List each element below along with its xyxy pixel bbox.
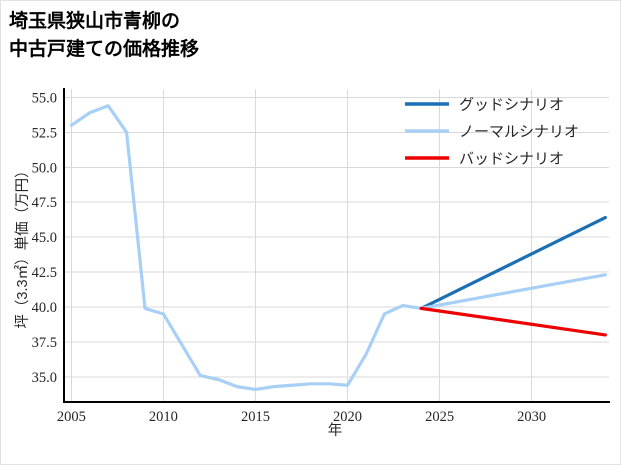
x-tick-label: 2025 xyxy=(425,409,454,425)
y-tick-label: 40.0 xyxy=(32,300,57,316)
y-tick-label: 42.5 xyxy=(32,265,57,281)
x-axis-title: 年 xyxy=(328,422,343,439)
y-tick-label: 50.0 xyxy=(32,160,57,176)
x-tick-label: 2015 xyxy=(241,409,270,425)
x-tick-label: 2030 xyxy=(517,409,546,425)
y-tick-label: 35.0 xyxy=(32,370,57,386)
y-tick-label: 37.5 xyxy=(32,335,57,351)
legend-label-2: バッドシナリオ xyxy=(459,152,564,168)
y-tick-label: 45.0 xyxy=(32,230,57,246)
x-gridlines xyxy=(70,89,533,402)
x-tick-label: 2010 xyxy=(149,409,178,425)
plot-area-background xyxy=(64,89,609,402)
chart-title-line-2: 中古戸建ての価格推移 xyxy=(9,37,199,60)
x-tick-label: 2020 xyxy=(333,409,362,425)
legend-label-0: グッドシナリオ xyxy=(459,97,564,114)
x-axis-tick-labels: 2005 2010 2015 2020 2025 2030 xyxy=(57,409,546,425)
y-axis-title: 坪（3.3㎡）単価（万円） xyxy=(14,163,31,328)
y-tick-label: 55.0 xyxy=(32,90,57,106)
y-tick-label: 52.5 xyxy=(32,125,57,141)
y-tick-label: 47.5 xyxy=(32,195,57,211)
data-series-group xyxy=(69,104,607,392)
x-tick-label: 2005 xyxy=(57,409,86,425)
series-line-1 xyxy=(69,104,607,392)
series-line-2 xyxy=(419,306,607,337)
legend-label-1: ノーマルシナリオ xyxy=(459,125,579,141)
y-axis-tick-labels: 35.0 37.5 40.0 42.5 45.0 47.5 50.0 52.5 55.0 xyxy=(32,90,57,385)
y-gridlines xyxy=(64,96,609,378)
chart-title-line-1: 埼玉県狭山市青柳の xyxy=(9,9,180,32)
series-line-0 xyxy=(419,215,607,310)
